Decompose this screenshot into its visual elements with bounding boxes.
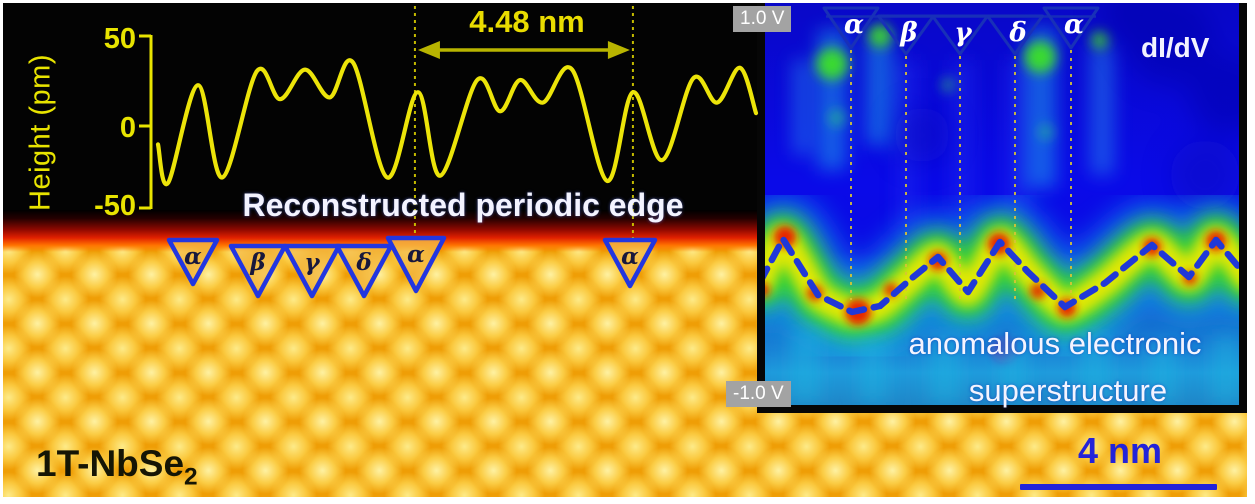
didv-site-triangle <box>877 14 935 56</box>
didv-panel-frame <box>757 3 1247 413</box>
height-profile-plot <box>155 6 759 238</box>
didv-dark-mottle <box>894 3 1246 210</box>
didv-site-label: δ <box>1008 18 1026 48</box>
edge-site-triangle <box>228 243 288 299</box>
profile-tick-0: 0 <box>119 112 136 144</box>
didv-site-triangle <box>822 6 880 50</box>
height-profile-curve <box>155 58 759 187</box>
scale-bar <box>1020 484 1217 490</box>
edge-site-label: α <box>407 241 425 268</box>
superstructure-caption-line2: superstructure <box>968 373 1168 408</box>
profile-tick-minus50: -50 <box>94 190 136 222</box>
profile-y-axis-label: Height (pm) <box>24 54 57 211</box>
bias-label-bottom: -1.0 V <box>726 381 791 407</box>
didv-site-triangle <box>1042 6 1100 50</box>
period-arrowhead-right <box>607 41 630 59</box>
edge-site-label: β <box>249 249 265 276</box>
edge-site-triangle <box>602 237 658 289</box>
material-subscript: 2 <box>184 463 198 491</box>
edge-site-triangle <box>385 235 447 294</box>
didv-map-label: dI/dV <box>1141 32 1210 63</box>
scale-bar-label: 4 nm <box>1077 430 1163 471</box>
edge-site-triangle <box>334 243 394 299</box>
period-measurement-label: 4.48 nm <box>469 4 585 39</box>
period-arrowhead-left <box>417 41 440 59</box>
didv-site-label: γ <box>954 18 973 48</box>
didv-site-label: β <box>899 18 917 48</box>
edge-site-triangle <box>166 237 220 287</box>
superstructure-caption-line1: anomalous electronic <box>908 326 1202 361</box>
superstructure-guide-curve <box>765 235 1246 316</box>
didv-site-triangle <box>986 14 1044 56</box>
reconstructed-edge-caption: Reconstructed periodic edge <box>242 187 684 223</box>
material-label: 1T-NbSe2 <box>36 443 198 491</box>
material-name: 1T-NbSe <box>36 443 185 484</box>
edge-site-label: α <box>621 243 639 270</box>
didv-lower-speckle <box>790 330 1240 403</box>
edge-site-label: δ <box>355 249 371 276</box>
edge-site-label: α <box>184 243 202 270</box>
edge-site-label: γ <box>304 249 321 276</box>
height-profile-panel <box>3 3 757 216</box>
profile-tick-50: 50 <box>103 23 136 55</box>
didv-streaks <box>793 28 1114 230</box>
didv-site-label: α <box>1064 10 1084 40</box>
profile-axis <box>139 34 153 210</box>
didv-site-guides <box>765 50 1246 316</box>
bias-label-top: 1.0 V <box>733 6 792 32</box>
didv-site-triangle <box>931 14 989 56</box>
didv-green-blobs <box>816 24 1109 140</box>
edge-site-triangle <box>282 243 342 299</box>
didv-site-label: α <box>844 10 864 40</box>
